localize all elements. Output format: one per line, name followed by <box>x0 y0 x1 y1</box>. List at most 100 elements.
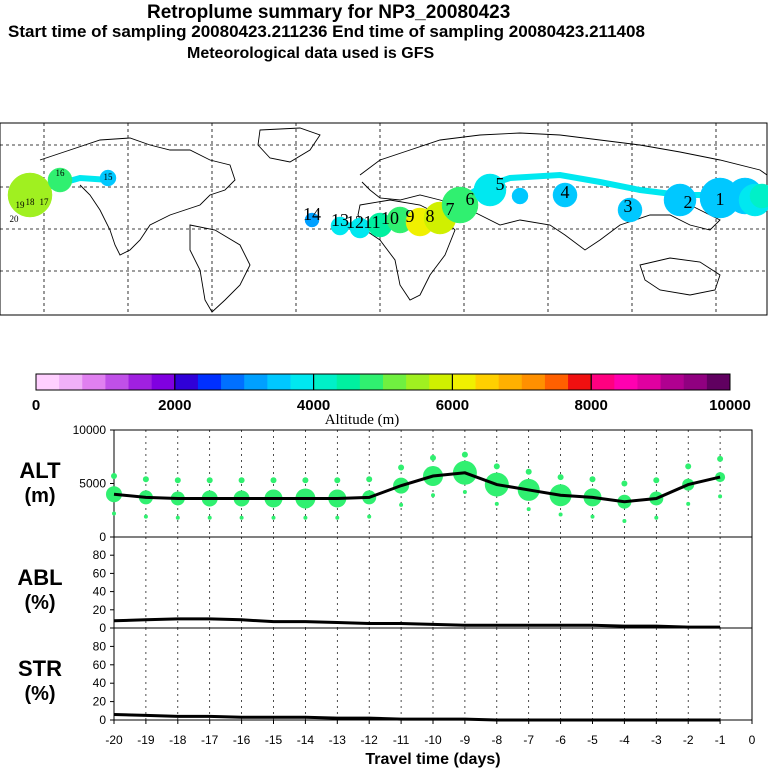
colorbar-swatch <box>637 374 662 390</box>
altitude-spread-dot <box>589 476 596 483</box>
plume-bubble <box>304 212 320 228</box>
time-series-panels: 0500010000ALT(m)020406080ABL(%)020406080… <box>17 423 755 768</box>
x-tick-label: -20 <box>105 733 123 747</box>
y-tick-label: 60 <box>93 566 107 580</box>
plume-day-label: 13 <box>331 210 349 230</box>
coast-europe-asia <box>359 132 768 251</box>
colorbar-tick-label: 8000 <box>575 397 608 414</box>
altitude-spread-dot <box>430 454 436 461</box>
x-tick-label: -5 <box>587 733 598 747</box>
altitude-spread-dot <box>526 507 531 512</box>
altitude-spread-dot <box>175 515 180 520</box>
colorbar-label: Altitude (m) <box>325 412 400 428</box>
colorbar-swatch <box>313 374 338 390</box>
altitude-spread-dot <box>462 490 467 495</box>
plume-bubble <box>47 167 73 193</box>
altitude-spread-dot <box>366 476 373 483</box>
x-tick-label: -3 <box>651 733 662 747</box>
colorbar-swatch <box>336 374 361 390</box>
altitude-spread-dot <box>142 476 149 483</box>
altitude-spread-dot <box>174 477 181 484</box>
plume-day-label: 11 <box>363 212 380 232</box>
coastlines <box>39 127 768 313</box>
y-tick-label: 5000 <box>79 477 106 491</box>
y-tick-label: 0 <box>99 621 106 635</box>
x-tick-label: -11 <box>393 733 410 747</box>
colorbar-swatch <box>660 374 685 390</box>
colorbar-swatch <box>128 374 153 390</box>
coast-africa <box>357 199 456 301</box>
x-tick-label: -8 <box>491 733 502 747</box>
plume-day-label: 1 <box>716 189 725 209</box>
plume-day-label: 10 <box>381 208 399 228</box>
panel-unit: (%) <box>24 592 55 614</box>
x-tick-label: -4 <box>619 733 630 747</box>
y-tick-label: 10000 <box>73 423 107 437</box>
series-line <box>113 617 721 629</box>
colorbar-swatch <box>568 374 592 390</box>
altitude-spread-dot <box>239 515 244 520</box>
altitude-spread-dot <box>335 515 340 520</box>
x-tick-label: 0 <box>749 733 756 747</box>
plume-day-label: 15 <box>104 172 114 182</box>
colorbar-swatch <box>706 374 731 390</box>
colorbar-swatch <box>244 374 268 390</box>
colorbar-tick-label: 10000 <box>709 397 751 414</box>
altitude-spread-dot <box>718 494 723 499</box>
altitude-spread-dot <box>367 514 372 519</box>
altitude-spread-dot <box>303 515 308 520</box>
altitude-spread-dot <box>270 477 277 484</box>
altitude-spread-dot <box>143 514 148 519</box>
plume-day-label: 20 <box>10 214 20 224</box>
altitude-spread-dot <box>238 477 245 484</box>
colorbar-swatch <box>475 374 500 390</box>
altitude-spread-dot <box>431 493 435 498</box>
colorbar-swatch <box>221 374 245 390</box>
coast-greenland <box>257 127 321 163</box>
x-tick-label: -10 <box>424 733 442 747</box>
altitude-spread-dot <box>112 511 116 516</box>
colorbar-swatch <box>290 374 315 390</box>
x-tick-label: -7 <box>523 733 534 747</box>
x-tick-label: -2 <box>683 733 694 747</box>
colorbar-swatch <box>151 374 176 390</box>
coast-australia <box>639 257 721 296</box>
x-tick-label: -12 <box>361 733 379 747</box>
altitude-spread-dot <box>111 473 117 480</box>
panel-unit: (m) <box>24 485 55 507</box>
colorbar-swatch <box>105 374 130 390</box>
plume-day-label: 7 <box>446 199 455 219</box>
colorbar-swatch <box>429 374 453 390</box>
colorbar-swatch <box>544 374 569 390</box>
colorbar-swatch <box>174 374 199 390</box>
plume-bubble <box>99 169 117 187</box>
altitude-spread-dot <box>654 515 659 520</box>
plume-bubble <box>511 187 529 205</box>
altitude-spread-dot <box>686 501 691 506</box>
y-tick-label: 20 <box>93 603 107 617</box>
plume-day-label: 16 <box>56 168 66 178</box>
altitude-spread-dot <box>653 477 660 484</box>
colorbar-swatch <box>683 374 708 390</box>
panel-label: STR <box>18 656 62 681</box>
plume-day-label: 17 <box>40 197 50 207</box>
plume-day-label: 18 <box>26 197 36 207</box>
y-tick-label: 40 <box>93 676 107 690</box>
plume-bubble <box>330 216 350 236</box>
plume-bubble <box>441 186 479 224</box>
altitude-spread-dot <box>461 451 468 458</box>
plume-day-label: 6 <box>466 189 475 209</box>
plume-day-label: 8 <box>426 206 435 226</box>
x-tick-label: -18 <box>169 733 187 747</box>
plume-bubble <box>473 173 507 207</box>
colorbar-swatch <box>498 374 523 390</box>
colorbar-swatch <box>614 374 638 390</box>
altitude-spread-dot <box>206 477 213 484</box>
altitude-spread-dot <box>621 480 628 487</box>
colorbar-swatch <box>383 374 407 390</box>
colorbar-swatch <box>197 374 222 390</box>
altitude-spread-dot <box>494 501 499 506</box>
x-tick-label: -13 <box>329 733 347 747</box>
